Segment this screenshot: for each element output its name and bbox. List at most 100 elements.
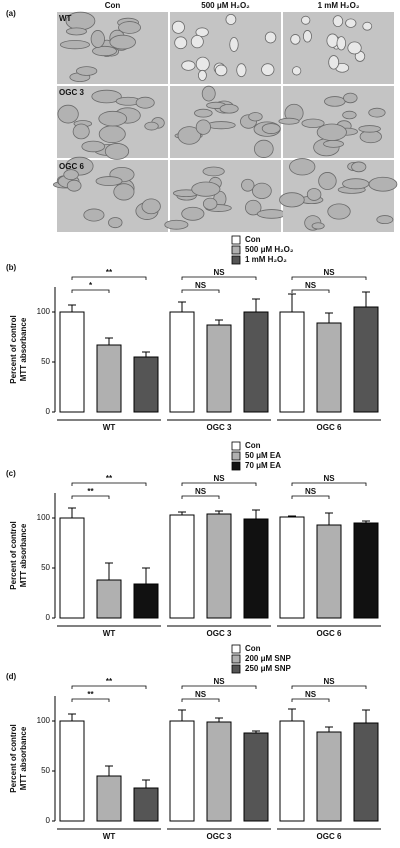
significance-label: NS bbox=[213, 268, 225, 277]
cell bbox=[327, 203, 351, 220]
cell bbox=[141, 198, 161, 215]
cell bbox=[332, 15, 344, 27]
cell bbox=[368, 176, 398, 192]
significance-bracket bbox=[181, 495, 220, 499]
row-label: OGC 6 bbox=[59, 162, 84, 171]
significance-label: ** bbox=[87, 487, 94, 496]
legend-label: Con bbox=[245, 235, 261, 244]
significance-bracket bbox=[291, 482, 367, 486]
column-header: 500 μM H₂O₂ bbox=[201, 1, 250, 10]
x-tick-label: OGC 3 bbox=[207, 423, 232, 432]
cell bbox=[190, 35, 204, 49]
cell bbox=[368, 107, 386, 118]
bar bbox=[133, 583, 159, 619]
row-label: OGC 3 bbox=[59, 88, 84, 97]
cell bbox=[98, 125, 126, 144]
cell bbox=[279, 192, 305, 208]
legend-swatch bbox=[231, 644, 241, 654]
legend-swatch bbox=[231, 255, 241, 265]
bar bbox=[133, 356, 159, 413]
bar bbox=[206, 513, 232, 619]
bar bbox=[243, 732, 269, 822]
cell bbox=[171, 20, 185, 34]
y-tick-label: 0 bbox=[46, 613, 51, 622]
legend-swatch bbox=[231, 654, 241, 664]
panel-label: (c) bbox=[6, 469, 16, 478]
cell bbox=[135, 96, 155, 109]
significance-bracket bbox=[71, 698, 110, 702]
significance-bracket bbox=[291, 698, 330, 702]
cell bbox=[177, 126, 201, 145]
bar bbox=[133, 787, 159, 822]
bar bbox=[169, 720, 195, 822]
significance-bracket bbox=[71, 495, 110, 499]
y-tick-label: 0 bbox=[46, 816, 51, 825]
cell bbox=[206, 121, 236, 130]
significance-bracket bbox=[71, 276, 147, 280]
bar bbox=[279, 720, 305, 822]
legend-swatch bbox=[231, 461, 241, 471]
legend-label: 50 μM EA bbox=[245, 451, 281, 460]
cell bbox=[261, 63, 275, 76]
panel-label: (d) bbox=[6, 672, 17, 681]
bar bbox=[243, 311, 269, 413]
significance-label: NS bbox=[305, 690, 317, 699]
legend-label: 1 mM H₂O₂ bbox=[245, 255, 287, 264]
legend-label: 70 μM EA bbox=[245, 461, 281, 470]
x-tick-label: OGC 6 bbox=[317, 832, 342, 841]
cell bbox=[201, 85, 216, 102]
significance-label: ** bbox=[87, 690, 94, 699]
cell bbox=[109, 34, 136, 50]
bar bbox=[96, 775, 122, 822]
bar bbox=[206, 324, 232, 413]
cell bbox=[194, 108, 213, 118]
significance-label: NS bbox=[323, 268, 335, 277]
legend-swatch bbox=[231, 664, 241, 674]
legend-label: 200 μM SNP bbox=[245, 654, 291, 663]
cell bbox=[202, 197, 218, 210]
y-tick-label: 100 bbox=[37, 513, 51, 522]
bar bbox=[169, 514, 195, 619]
cell bbox=[326, 33, 339, 48]
cell bbox=[345, 18, 357, 28]
significance-bracket bbox=[291, 685, 367, 689]
cell bbox=[66, 27, 87, 36]
cell bbox=[229, 37, 239, 52]
significance-label: NS bbox=[213, 474, 225, 483]
cell bbox=[202, 166, 225, 177]
legend-label: Con bbox=[245, 644, 261, 653]
cell bbox=[95, 176, 123, 187]
y-axis-title: MTT absorbance bbox=[19, 523, 28, 587]
y-axis-title: MTT absorbance bbox=[19, 317, 28, 381]
significance-bracket bbox=[181, 698, 220, 702]
y-axis-title: MTT absorbance bbox=[19, 726, 28, 790]
legend-swatch bbox=[231, 441, 241, 451]
cell bbox=[98, 110, 128, 127]
bar bbox=[316, 524, 342, 619]
x-tick-label: OGC 6 bbox=[317, 629, 342, 638]
cell bbox=[362, 21, 373, 31]
column-header: 1 mM H₂O₂ bbox=[318, 1, 360, 10]
significance-label: ** bbox=[106, 677, 113, 686]
cell bbox=[215, 64, 228, 77]
cell bbox=[289, 158, 316, 176]
bar bbox=[59, 720, 85, 822]
bar bbox=[316, 731, 342, 822]
cell bbox=[195, 56, 210, 72]
cell bbox=[57, 104, 79, 124]
cell bbox=[264, 31, 277, 44]
bar bbox=[353, 306, 379, 413]
y-tick-label: 100 bbox=[37, 307, 51, 316]
cell bbox=[195, 119, 211, 135]
cell bbox=[261, 123, 281, 134]
significance-label: NS bbox=[195, 281, 207, 290]
y-axis-title: Percent of control bbox=[9, 315, 18, 383]
cell bbox=[347, 41, 362, 55]
cell bbox=[252, 182, 272, 199]
cell bbox=[336, 36, 347, 51]
bar bbox=[59, 311, 85, 413]
significance-bracket bbox=[181, 276, 257, 280]
cell bbox=[245, 199, 262, 216]
